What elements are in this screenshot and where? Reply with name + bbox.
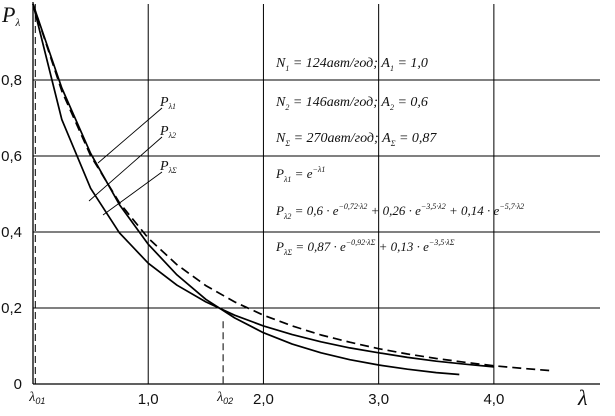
annotation-1-part-1: 2 — [285, 103, 289, 112]
formula-2-part-2: = 0,87 · e — [292, 239, 346, 254]
y-tick-label-2: 0,4 — [1, 224, 22, 241]
formula-1-part-7: −5,7·λ2 — [499, 202, 524, 211]
formula-0-part-3: −λ1 — [312, 165, 325, 174]
legend-label-main-1: P — [159, 124, 169, 139]
annotation-2-part-0: N — [275, 131, 286, 146]
formula-0-part-1: λ1 — [283, 175, 291, 184]
formula-2-part-4: + 0,13 · e — [375, 239, 429, 254]
annotation-1: N2 = 146авт/год; A2 = 0,6 — [275, 95, 428, 112]
annotation-2-part-1: Σ — [284, 139, 290, 148]
y-tick-label-4: 0,8 — [1, 72, 22, 89]
formula-0-part-2: = e — [291, 166, 312, 181]
annotation-1-part-2: = 146авт/год; A — [289, 95, 390, 110]
lambda-tick-main-1: λ — [216, 390, 223, 405]
annotations: N1 = 124авт/год; A1 = 1,0N2 = 146авт/год… — [275, 56, 524, 257]
formula-1-part-5: −3,5·λ2 — [421, 202, 446, 211]
grid — [33, 4, 600, 384]
annotation-2-part-3: Σ — [390, 139, 396, 148]
legend-leader-0 — [97, 107, 163, 164]
formula-1-part-1: λ2 — [283, 212, 291, 221]
formula-1-part-6: + 0,14 · e — [446, 203, 500, 218]
annotation-0: N1 = 124авт/год; A1 = 1,0 — [275, 56, 428, 73]
legend-label-0: Pλ1 — [159, 95, 176, 111]
annotation-0-part-3: 1 — [390, 64, 394, 73]
lambda-tick-sub-1: 02 — [223, 396, 233, 406]
legend-leader-2 — [102, 171, 163, 216]
annotation-2: NΣ = 270авт/год; AΣ = 0,87 — [275, 131, 437, 148]
formula-1-part-0: P — [275, 203, 284, 218]
formula-2-part-0: P — [275, 239, 284, 254]
lambda-tick-sub-0: 01 — [35, 396, 45, 406]
legend-label-sub-2: λΣ — [168, 166, 177, 175]
legend-label-main-0: P — [159, 95, 169, 110]
x-tick-label-2: 3,0 — [368, 391, 389, 408]
annotation-1-part-4: = 0,6 — [394, 95, 428, 110]
legend-label-main-2: P — [159, 159, 169, 174]
formula-1-part-2: = 0,6 · e — [291, 203, 338, 218]
lambda-tick-main-0: λ — [28, 390, 35, 405]
annotation-2-part-4: = 0,87 — [395, 131, 437, 146]
annotation-2-part-2: = 270авт/год; A — [290, 131, 391, 146]
legend-label-sub-0: λ1 — [168, 102, 176, 111]
formula-1-part-3: −0,72·λ2 — [338, 202, 367, 211]
formula-0: Pλ1 = e−λ1 — [275, 165, 325, 184]
lambda-tick-0: λ01 — [28, 390, 45, 406]
annotation-0-part-4: = 1,0 — [394, 56, 428, 71]
annotation-1-part-0: N — [275, 95, 286, 110]
formula-2-part-1: λΣ — [283, 248, 292, 257]
series-line-1 — [32, 3, 494, 368]
formula-2-part-3: −0,92·λΣ — [346, 238, 376, 247]
y-tick-label-3: 0,6 — [1, 148, 22, 165]
x-tick-label-1: 2,0 — [253, 391, 274, 408]
annotation-0-part-0: N — [275, 56, 286, 71]
y-tick-label-1: 0,2 — [1, 300, 22, 317]
axes — [32, 2, 600, 385]
formula-2-part-5: −3,5·λΣ — [429, 238, 455, 247]
x-axis-label: λ — [577, 385, 588, 410]
x-tick-label-3: 4,0 — [483, 391, 504, 408]
x-tick-label-0: 1,0 — [138, 391, 159, 408]
legend-label-1: Pλ2 — [159, 124, 176, 140]
formula-2: PλΣ = 0,87 · e−0,92·λΣ + 0,13 · e−3,5·λΣ — [275, 238, 455, 257]
annotation-0-part-2: = 124авт/год; A — [289, 56, 390, 71]
annotation-1-part-3: 2 — [390, 103, 394, 112]
formula-0-part-0: P — [275, 166, 284, 181]
y-axis-label-sub: λ — [14, 17, 20, 29]
formula-1-part-4: + 0,26 · e — [367, 203, 421, 218]
lambda-tick-1: λ02 — [216, 390, 233, 406]
annotation-0-part-1: 1 — [285, 64, 289, 73]
y-tick-label-0: 0 — [14, 376, 22, 393]
legend-label-2: PλΣ — [159, 159, 177, 175]
y-axis-label: Pλ — [1, 2, 20, 29]
y-axis-label-main: P — [1, 2, 15, 27]
legend-label-sub-1: λ2 — [168, 131, 176, 140]
legend-leader-1 — [88, 136, 163, 202]
formula-1: Pλ2 = 0,6 · e−0,72·λ2 + 0,26 · e−3,5·λ2 … — [275, 202, 524, 221]
